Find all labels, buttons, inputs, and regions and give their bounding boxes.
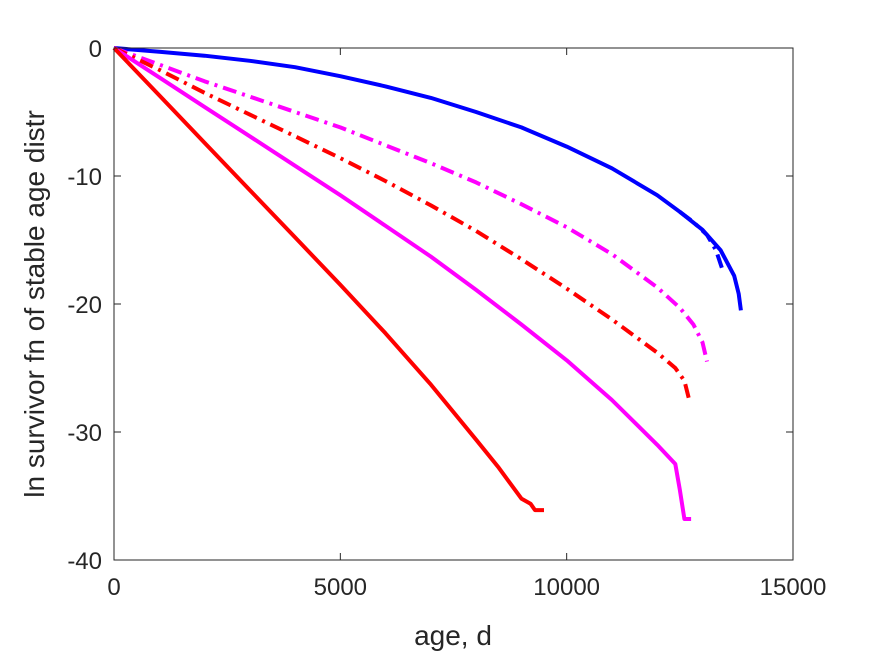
y-tick-label-2: -20 <box>67 292 102 319</box>
y-tick-label-0: 0 <box>89 36 102 63</box>
x-tick-label-3: 15000 <box>760 574 827 601</box>
series-line-3 <box>113 46 709 363</box>
series-line-4 <box>113 46 691 400</box>
x-tick-label-0: 0 <box>107 574 120 601</box>
y-tick-label-4: -40 <box>67 548 102 575</box>
series-layer <box>112 46 743 521</box>
y-axis-label: ln survivor fn of stable age distr <box>19 110 50 498</box>
x-axis-label: age, d <box>414 620 492 651</box>
x-tick-label-2: 10000 <box>533 574 600 601</box>
y-tick-label-1: -10 <box>67 164 102 191</box>
series-line-6 <box>112 46 544 513</box>
series-line-2 <box>678 210 725 272</box>
x-tick-label-1: 5000 <box>314 574 367 601</box>
series-line-1 <box>113 46 743 311</box>
tick-layer: 0 5000 10000 15000 0 -10 -20 -30 -40 <box>67 36 826 601</box>
series-line-5 <box>112 46 692 521</box>
y-tick-label-3: -30 <box>67 420 102 447</box>
